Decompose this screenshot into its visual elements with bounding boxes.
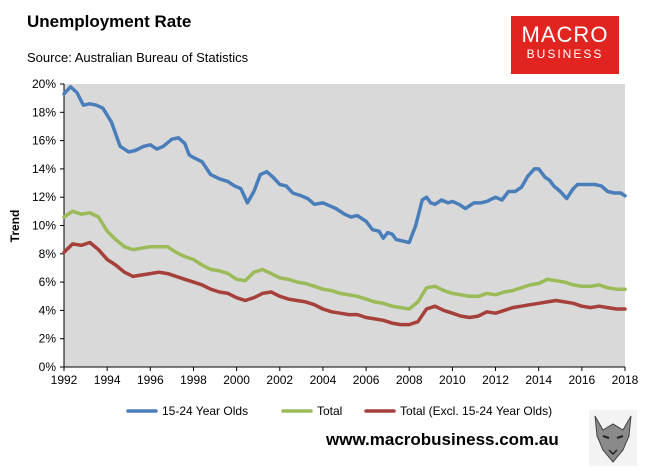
series-line-1 [62, 85, 627, 245]
x-tick-label: 2012 [482, 373, 509, 387]
y-tick-label: 14% [32, 162, 56, 176]
logo-text-macro: MACRO [521, 22, 609, 47]
y-tick-label: 16% [32, 134, 56, 148]
x-tick-label: 1998 [180, 373, 207, 387]
website-url[interactable]: www.macrobusiness.com.au [326, 430, 559, 449]
legend: 15-24 Year Olds Total Total (Excl. 15-24 Y… [126, 404, 552, 418]
macro-business-logo[interactable]: MACRO BUSINESS [511, 16, 619, 74]
series-line-3 [62, 240, 627, 327]
x-tick-label: 2002 [266, 373, 293, 387]
x-tick-label: 2006 [353, 373, 380, 387]
x-tick-label: 2008 [396, 373, 423, 387]
wolf-logo-icon [589, 410, 637, 466]
x-tick-label: 1994 [94, 373, 121, 387]
y-tick-label: 6% [39, 275, 57, 289]
y-axis-title: Trend [8, 210, 22, 243]
x-tick-label: 2000 [223, 373, 250, 387]
legend-label-1: 15-24 Year Olds [162, 404, 248, 418]
y-tick-label: 10% [32, 219, 56, 233]
plot-area [64, 84, 625, 367]
y-tick-label: 12% [32, 190, 56, 204]
y-tick-label: 0% [39, 360, 57, 374]
x-tick-label: 1992 [51, 373, 78, 387]
chart-title: Unemployment Rate [27, 12, 192, 31]
y-tick-label: 2% [39, 332, 57, 346]
y-tick-label: 4% [39, 303, 57, 317]
axes: 0% 2% 4% 6% 8% 10% 12% 14% 16% 18% 20% 1992 1994 1996… [32, 77, 639, 387]
x-tick-label: 2004 [310, 373, 337, 387]
series-lines [62, 85, 627, 327]
chart-source: Source: Australian Bureau of Statistics [27, 50, 249, 65]
y-tick-label: 8% [39, 247, 57, 261]
x-tick-label: 2018 [612, 373, 639, 387]
logo-text-business: BUSINESS [526, 47, 604, 61]
series-line-2 [62, 209, 627, 311]
x-tick-label: 1996 [137, 373, 164, 387]
x-tick-label: 2016 [568, 373, 595, 387]
y-tick-label: 18% [32, 105, 56, 119]
legend-label-3: Total (Excl. 15-24 Year Olds) [400, 404, 552, 418]
legend-label-2: Total [317, 404, 342, 418]
x-tick-label: 2014 [525, 373, 552, 387]
y-tick-label: 20% [32, 77, 56, 91]
x-tick-label: 2010 [439, 373, 466, 387]
